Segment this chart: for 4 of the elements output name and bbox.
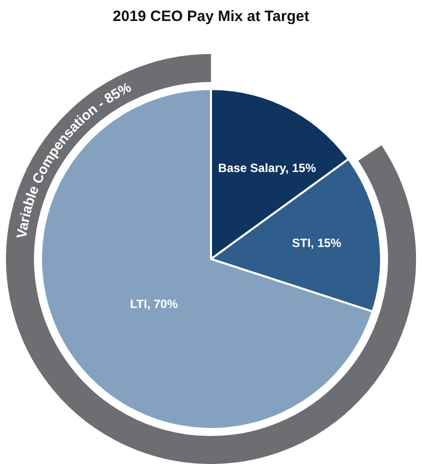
slice-label: LTI, 70% — [130, 296, 178, 312]
slice-label: STI, 15% — [292, 235, 342, 252]
chart-title: 2019 CEO Pay Mix at Target — [112, 8, 310, 26]
slice-label: Base Salary, 15% — [218, 160, 316, 176]
